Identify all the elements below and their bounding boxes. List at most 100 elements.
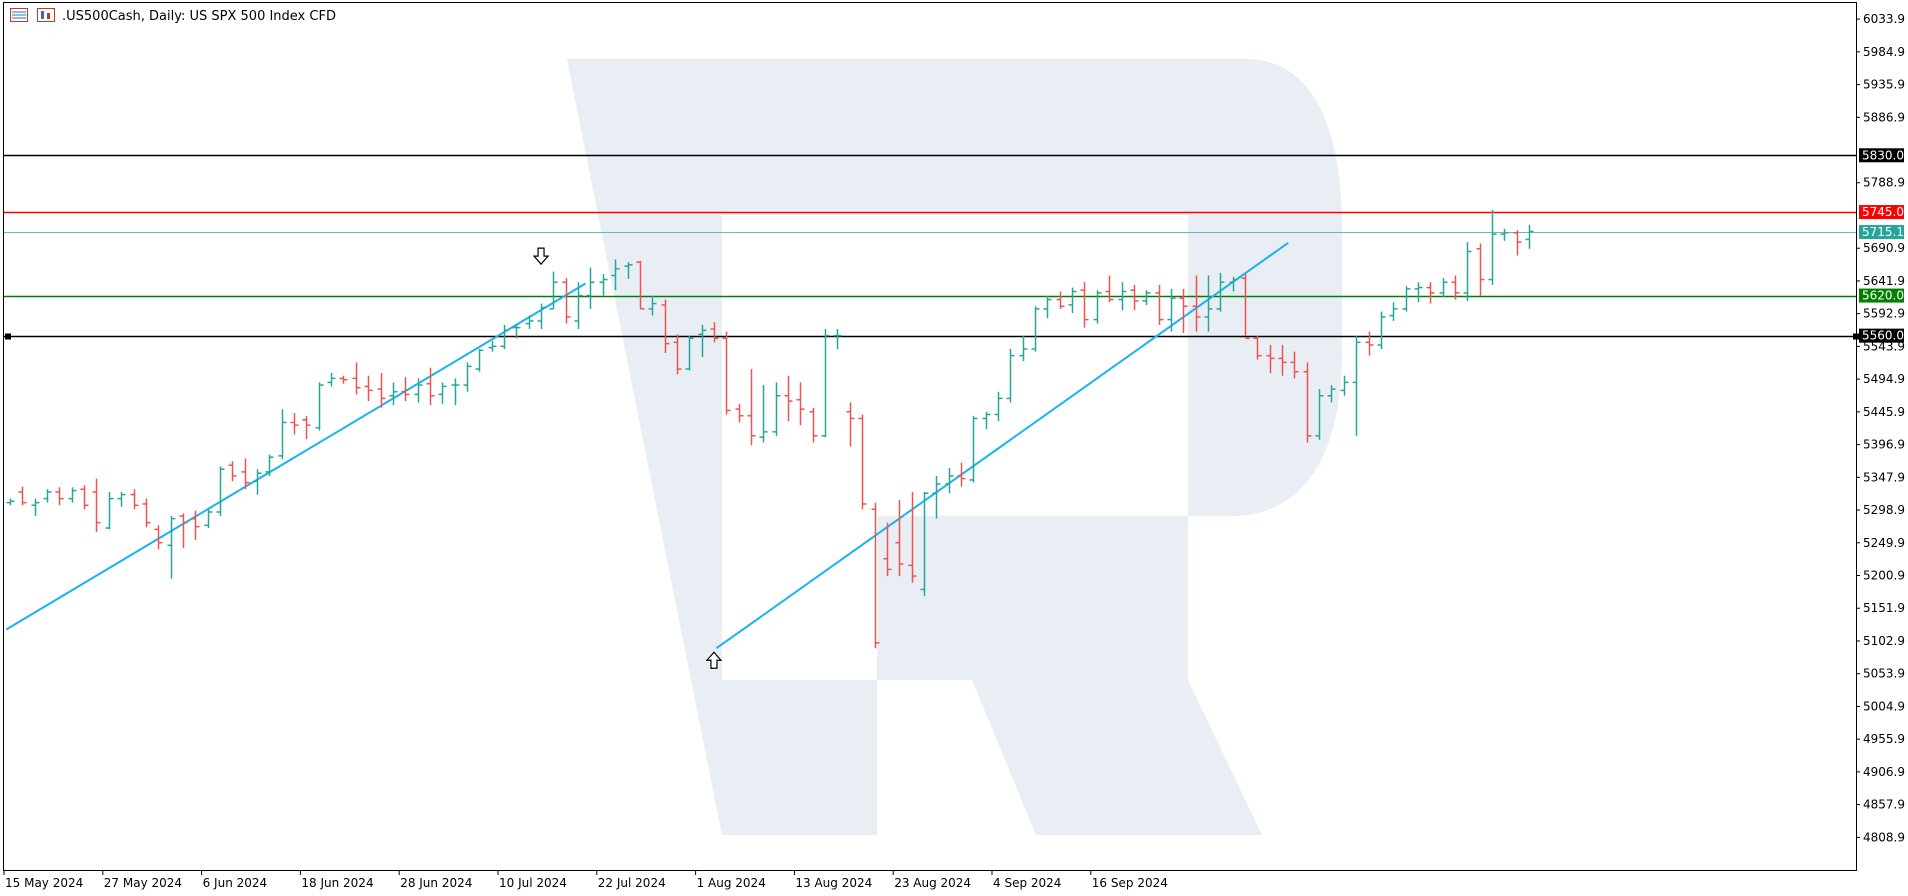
y-tick-label: 5396.9 bbox=[1863, 438, 1905, 452]
ohlc-bar bbox=[1266, 344, 1275, 374]
ohlc-bar bbox=[154, 525, 163, 550]
chart-type-icon[interactable] bbox=[37, 8, 55, 22]
ohlc-bar bbox=[31, 498, 40, 516]
ohlc-bar bbox=[1315, 389, 1324, 440]
ohlc-bar bbox=[1216, 272, 1225, 312]
x-tick-label: 27 May 2024 bbox=[104, 876, 182, 890]
ohlc-bar bbox=[1229, 276, 1238, 292]
x-tick-label: 22 Jul 2024 bbox=[598, 876, 666, 890]
ohlc-bar bbox=[204, 509, 213, 529]
y-tick-label: 5984.9 bbox=[1863, 45, 1905, 59]
ohlc-bar bbox=[1179, 288, 1188, 333]
ohlc-bar bbox=[871, 502, 880, 649]
x-tick-label: 16 Sep 2024 bbox=[1092, 876, 1168, 890]
ohlc-bar bbox=[80, 485, 89, 510]
ohlc-bar bbox=[389, 382, 398, 406]
ohlc-bar bbox=[636, 260, 645, 310]
ohlc-bar bbox=[994, 391, 1003, 422]
y-tick-label: 5004.9 bbox=[1863, 699, 1905, 713]
y-tick-label: 5592.9 bbox=[1863, 307, 1905, 321]
ohlc-bar bbox=[698, 324, 707, 358]
ohlc-bar bbox=[1093, 290, 1102, 324]
ohlc-bar bbox=[1241, 274, 1250, 340]
x-tick-label: 6 Jun 2024 bbox=[203, 876, 268, 890]
svg-text:5830.0: 5830.0 bbox=[1862, 148, 1904, 162]
ohlc-bar bbox=[1056, 291, 1065, 309]
ohlc-bar bbox=[475, 348, 484, 372]
ohlc-bar bbox=[315, 382, 324, 431]
ohlc-bar bbox=[945, 467, 954, 494]
ohlc-bar bbox=[1142, 290, 1151, 305]
y-tick-label: 5494.9 bbox=[1863, 372, 1905, 386]
ohlc-bar bbox=[1118, 282, 1127, 311]
ohlc-bar bbox=[1352, 335, 1361, 436]
ohlc-bar bbox=[1105, 275, 1114, 303]
y-tick-label: 4955.9 bbox=[1863, 732, 1905, 746]
ohlc-bar bbox=[1451, 275, 1460, 300]
ohlc-bar bbox=[228, 461, 237, 482]
y-tick-label: 5543.9 bbox=[1863, 339, 1905, 353]
ohlc-bar bbox=[327, 373, 336, 387]
ohlc-bar bbox=[747, 369, 756, 446]
ohlc-bar bbox=[117, 491, 126, 507]
level-handle-left[interactable] bbox=[5, 333, 11, 340]
horizontal-levels bbox=[4, 154, 1859, 340]
trendline-aug-sep[interactable] bbox=[715, 241, 1289, 650]
signal-arrows bbox=[532, 247, 723, 669]
x-tick-label: 13 Aug 2024 bbox=[795, 876, 872, 890]
ohlc-bar bbox=[290, 413, 299, 435]
ohlc-bar bbox=[1476, 243, 1485, 296]
ohlc-bar bbox=[624, 262, 633, 279]
ohlc-bar bbox=[463, 362, 472, 392]
y-tick-label: 4906.9 bbox=[1863, 765, 1905, 779]
ohlc-bar bbox=[43, 489, 52, 503]
svg-text:5560.0: 5560.0 bbox=[1862, 329, 1904, 343]
x-tick-label: 15 May 2024 bbox=[5, 876, 83, 890]
ohlc-bar bbox=[1402, 286, 1411, 312]
ohlc-bar bbox=[710, 322, 719, 343]
y-tick-label: 5347.9 bbox=[1863, 470, 1905, 484]
y-tick-label: 5151.9 bbox=[1863, 601, 1905, 615]
ohlc-bar bbox=[500, 324, 509, 349]
ohlc-bar bbox=[685, 335, 694, 371]
ohlc-bar bbox=[759, 385, 768, 443]
resistance-5830-label: 5830.0 bbox=[1859, 148, 1904, 163]
ohlc-bar bbox=[265, 454, 274, 476]
ohlc-bar bbox=[661, 299, 670, 354]
y-tick-label: 6033.9 bbox=[1863, 12, 1905, 26]
window-list-icon[interactable] bbox=[10, 8, 28, 22]
trendlines bbox=[5, 241, 1289, 650]
trendline-may-jul[interactable] bbox=[5, 282, 587, 631]
ohlc-bar bbox=[191, 510, 200, 541]
ohlc-bar bbox=[1327, 385, 1336, 403]
y-tick-label: 5690.9 bbox=[1863, 241, 1905, 255]
ohlc-bar bbox=[1253, 335, 1262, 360]
ohlc-bar bbox=[1192, 275, 1201, 332]
ohlc-bar bbox=[969, 415, 978, 483]
svg-text:5745.0: 5745.0 bbox=[1862, 205, 1904, 219]
ohlc-bar bbox=[488, 340, 497, 352]
ohlc-bar bbox=[401, 377, 410, 402]
ohlc-bar bbox=[167, 515, 176, 579]
ohlc-bar bbox=[377, 373, 386, 408]
ohlc-bar bbox=[414, 378, 423, 403]
ohlc-bar bbox=[611, 259, 620, 291]
ohlc-bar bbox=[1278, 344, 1287, 376]
ohlc-bar bbox=[142, 498, 151, 528]
x-tick-label: 28 Jun 2024 bbox=[400, 876, 472, 890]
time-axis: 15 May 2024 27 May 2024 6 Jun 2024 18 Jun 2… bbox=[3, 870, 1168, 890]
ohlc-bar bbox=[1426, 282, 1435, 304]
svg-text:5715.1: 5715.1 bbox=[1862, 225, 1904, 239]
ohlc-bar bbox=[772, 382, 781, 436]
ohlc-bar bbox=[1377, 311, 1386, 349]
price-axis: 6033.9 5984.9 5935.9 5886.9 5788.9 5690.9 5641… bbox=[1856, 3, 1905, 870]
y-tick-label: 5053.9 bbox=[1863, 667, 1905, 681]
ohlc-bars bbox=[6, 210, 1534, 649]
y-tick-label: 5935.9 bbox=[1863, 78, 1905, 92]
y-tick-label: 5886.9 bbox=[1863, 110, 1905, 124]
ohlc-bar bbox=[216, 466, 225, 516]
x-tick-label: 4 Sep 2024 bbox=[993, 876, 1061, 890]
ohlc-bar bbox=[179, 513, 188, 549]
ohlc-bar bbox=[1500, 228, 1509, 241]
